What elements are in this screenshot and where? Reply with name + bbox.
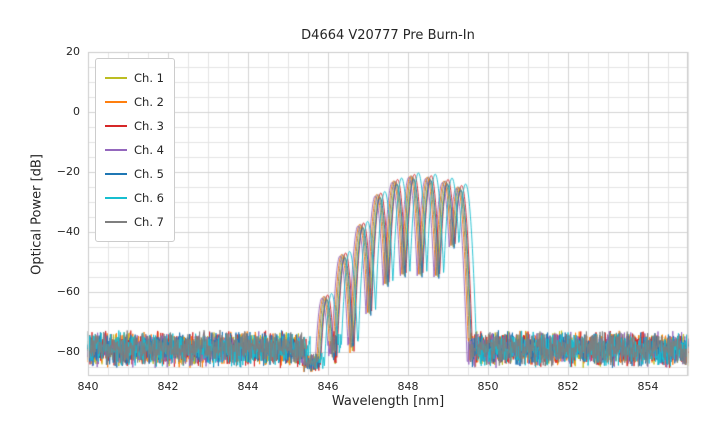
x-tick-label: 854 (637, 380, 659, 393)
x-tick-label: 850 (477, 380, 499, 393)
legend-line-swatch (105, 125, 127, 127)
x-axis-label: Wavelength [nm] (331, 394, 445, 409)
y-tick-label: −20 (56, 165, 80, 178)
legend-line-swatch (105, 221, 127, 223)
legend-item: Ch. 2 (105, 90, 164, 114)
legend-line-swatch (105, 173, 127, 175)
legend-label: Ch. 1 (134, 71, 164, 85)
chart-title: D4664 V20777 Pre Burn-In (301, 28, 475, 43)
x-tick-label: 848 (397, 380, 419, 393)
x-tick-label: 852 (557, 380, 579, 393)
legend-box: Ch. 1 Ch. 2 Ch. 3 Ch. 4 Ch. 5 Ch. 6 Ch. 7 (95, 58, 175, 242)
legend-line-swatch (105, 77, 127, 79)
legend-label: Ch. 2 (134, 95, 164, 109)
legend-item: Ch. 1 (105, 66, 164, 90)
legend-label: Ch. 3 (134, 119, 164, 133)
y-tick-label: 0 (73, 105, 80, 118)
legend-line-swatch (105, 101, 127, 103)
legend-item: Ch. 3 (105, 114, 164, 138)
x-tick-label: 844 (237, 380, 259, 393)
legend-item: Ch. 4 (105, 138, 164, 162)
legend-label: Ch. 4 (134, 143, 164, 157)
legend-label: Ch. 7 (134, 215, 164, 229)
y-tick-label: −40 (56, 225, 80, 238)
y-tick-label: −80 (56, 345, 80, 358)
x-tick-label: 846 (317, 380, 339, 393)
y-tick-label: 20 (66, 45, 80, 58)
legend-item: Ch. 6 (105, 186, 164, 210)
x-tick-label: 840 (77, 380, 99, 393)
x-tick-label: 842 (157, 380, 179, 393)
legend-line-swatch (105, 197, 127, 199)
legend-item: Ch. 5 (105, 162, 164, 186)
y-tick-label: −60 (56, 285, 80, 298)
legend-label: Ch. 5 (134, 167, 164, 181)
legend-item: Ch. 7 (105, 210, 164, 234)
legend-label: Ch. 6 (134, 191, 164, 205)
legend-line-swatch (105, 149, 127, 151)
